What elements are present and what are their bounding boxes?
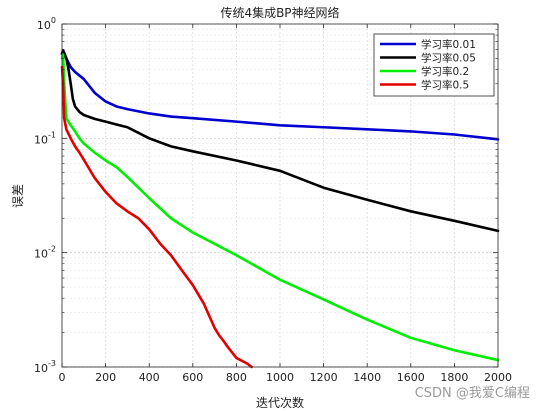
x-tick-label: 0 <box>59 371 66 384</box>
x-tick-label: 1800 <box>440 371 468 384</box>
legend-label-2: 学习率0.05 <box>421 52 476 65</box>
legend-label-4: 学习率0.5 <box>421 79 469 92</box>
x-tick-label: 400 <box>139 371 160 384</box>
legend-label-1: 学习率0.01 <box>421 38 476 51</box>
series-line-3 <box>60 53 500 362</box>
x-tick-label: 600 <box>182 371 203 384</box>
x-tick-label: 800 <box>226 371 247 384</box>
x-axis-label: 迭代次数 <box>256 395 304 410</box>
y-tick-label: 100 <box>37 16 56 32</box>
x-tick-label: 200 <box>95 371 116 384</box>
x-tick-label: 2000 <box>484 371 512 384</box>
y-tick-label: 10-3 <box>34 359 56 375</box>
series-line-1 <box>60 48 500 141</box>
series-line-4 <box>60 65 253 369</box>
y-tick-label: 10-2 <box>34 245 56 261</box>
legend-label-3: 学习率0.2 <box>421 65 469 78</box>
series-group <box>60 48 500 369</box>
chart-title: 传统4集成BP神经网络 <box>220 5 339 20</box>
series-line-2 <box>60 49 500 233</box>
x-tick-label: 1600 <box>397 371 425 384</box>
y-axis-label: 误差 <box>11 184 25 208</box>
x-tick-label: 1400 <box>353 371 381 384</box>
x-tick-label: 1000 <box>266 371 294 384</box>
y-tick-label: 10-1 <box>34 130 56 146</box>
x-tick-label: 1200 <box>310 371 338 384</box>
watermark: CSDN @我爱C编程 <box>415 386 530 401</box>
